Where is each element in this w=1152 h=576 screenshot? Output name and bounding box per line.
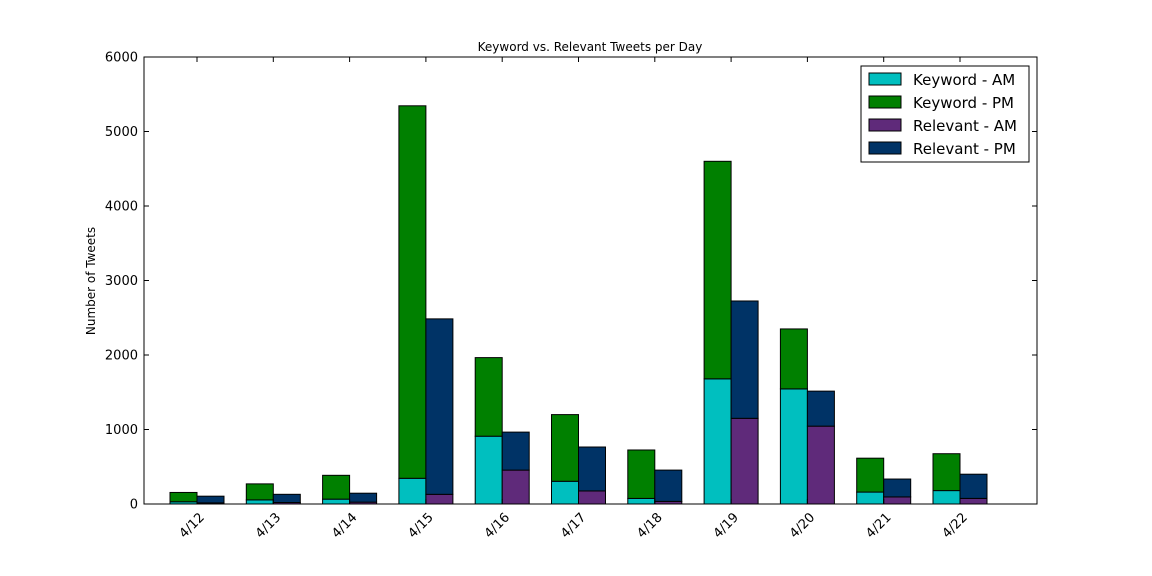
bar-keyword-am-4-13: [245, 499, 274, 505]
bar-keyword-pm-4-15: [398, 105, 427, 479]
y-tick-label: 1000: [105, 423, 138, 438]
bar-keyword-pm-4-17: [551, 414, 579, 482]
bar-relevant-pm-4-13: [272, 493, 301, 503]
bar-relevant-am-4-20: [806, 425, 835, 505]
y-tick-label: 0: [130, 498, 138, 513]
bar-relevant-am-4-19: [730, 417, 759, 505]
x-tick-label: 4/16: [482, 510, 513, 541]
bar-relevant-pm-4-16: [501, 431, 530, 471]
bar-keyword-pm-4-12: [169, 491, 198, 503]
y-tick-label: 4000: [105, 200, 138, 215]
bar-relevant-am-4-22: [959, 497, 988, 505]
bar-relevant-pm-4-17: [578, 446, 606, 492]
legend: Keyword - AM Keyword - PM Relevant - AM Rel…: [860, 65, 1030, 163]
bars-layer: [169, 105, 988, 505]
x-tick-label: 4/19: [711, 510, 742, 541]
bar-relevant-pm-4-15: [425, 318, 454, 495]
y-axis-label: Number of Tweets: [84, 227, 98, 335]
legend-label: Keyword - AM: [913, 71, 1015, 89]
x-tick-label: 4/18: [634, 510, 665, 541]
bar-relevant-pm-4-18: [654, 469, 683, 502]
bar-keyword-pm-4-19: [703, 160, 732, 380]
legend-label: Relevant - PM: [913, 140, 1016, 158]
bar-keyword-am-4-15: [398, 477, 427, 505]
bar-relevant-pm-4-22: [959, 473, 988, 499]
x-tick-label: 4/20: [787, 510, 818, 541]
legend-swatch: [868, 118, 902, 132]
bar-keyword-pm-4-21: [856, 457, 885, 493]
bar-keyword-pm-4-18: [627, 449, 656, 499]
x-tick-label: 4/22: [940, 510, 971, 541]
legend-swatch: [868, 95, 902, 109]
bar-relevant-pm-4-19: [730, 300, 759, 419]
bar-keyword-pm-4-14: [322, 474, 351, 500]
x-tick-label: 4/13: [253, 510, 284, 541]
bar-keyword-am-4-16: [474, 435, 503, 505]
bar-keyword-am-4-17: [551, 480, 579, 505]
y-tick-label: 2000: [105, 349, 138, 364]
bar-keyword-pm-4-20: [779, 328, 808, 390]
x-tick-label: 4/15: [405, 510, 436, 541]
bar-keyword-am-4-22: [932, 490, 961, 505]
bar-relevant-pm-4-20: [806, 390, 835, 427]
x-tick-label: 4/17: [558, 510, 589, 541]
bar-keyword-am-4-19: [703, 378, 732, 505]
bar-relevant-am-4-15: [425, 493, 454, 505]
bar-keyword-pm-4-16: [474, 357, 503, 437]
bar-relevant-am-4-16: [501, 469, 530, 505]
bar-keyword-pm-4-13: [245, 483, 274, 501]
bar-keyword-pm-4-22: [932, 453, 961, 492]
legend-swatch: [868, 141, 902, 155]
bar-relevant-am-4-21: [883, 496, 912, 505]
x-tick-label: 4/14: [329, 510, 360, 541]
bar-keyword-am-4-14: [322, 498, 351, 505]
y-tick-label: 6000: [105, 51, 138, 66]
bar-relevant-am-4-17: [578, 490, 606, 505]
legend-label: Relevant - AM: [913, 117, 1017, 135]
bar-keyword-am-4-20: [779, 388, 808, 505]
legend-label: Keyword - PM: [913, 94, 1014, 112]
y-tick-label: 5000: [105, 125, 138, 140]
y-tick-label: 3000: [105, 274, 138, 289]
bar-keyword-am-4-21: [856, 491, 885, 505]
bar-keyword-am-4-18: [627, 497, 656, 505]
bar-relevant-pm-4-14: [349, 492, 378, 503]
chart-title: Keyword vs. Relevant Tweets per Day: [478, 40, 703, 54]
x-tick-label: 4/21: [863, 510, 894, 541]
bar-relevant-pm-4-12: [196, 495, 225, 504]
x-tick-label: 4/12: [177, 510, 208, 541]
legend-swatch: [868, 72, 902, 86]
bar-relevant-pm-4-21: [883, 478, 912, 498]
